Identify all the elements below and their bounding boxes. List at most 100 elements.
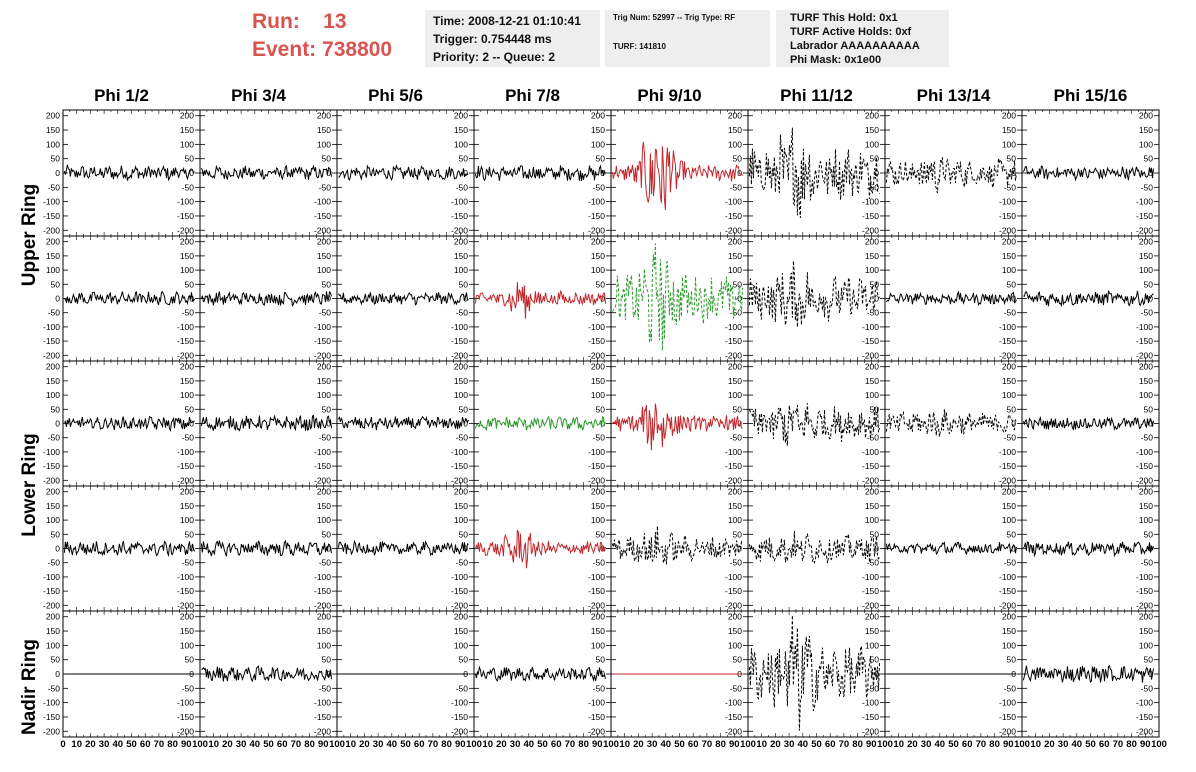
y-tick-label: 150 <box>317 125 331 135</box>
y-tick-label: -100 <box>862 322 879 332</box>
y-tick-label: -50 <box>456 683 469 693</box>
panel-r2-c1: -200-200-150-150-100-100-50-500050501001… <box>43 235 201 362</box>
y-tick-label: 50 <box>870 279 880 289</box>
waveform-trace <box>474 415 606 432</box>
y-tick-label: 200 <box>728 612 742 622</box>
y-tick-label: -150 <box>725 461 742 471</box>
y-tick-label: 50 <box>322 529 332 539</box>
x-tick-label: 90 <box>866 739 877 750</box>
y-tick-label: -150 <box>451 461 468 471</box>
y-tick-label: 50 <box>1007 529 1017 539</box>
y-tick-label: 150 <box>1139 626 1153 636</box>
event-value: 738800 <box>322 38 393 61</box>
y-tick-label: -200 <box>451 475 468 485</box>
y-tick-label: -200 <box>999 600 1016 610</box>
y-tick-label: 150 <box>728 251 742 261</box>
y-tick-label: 50 <box>596 529 606 539</box>
y-tick-label: -100 <box>1136 197 1153 207</box>
y-tick-label: 100 <box>591 139 605 149</box>
y-tick-label: 200 <box>1139 362 1153 372</box>
x-tick-label: 100 <box>603 739 619 750</box>
waveform-trace <box>885 541 1017 556</box>
x-tick-label: 10 <box>619 739 630 750</box>
panel-r2-c6: -200 -150 -100 -50 0 50 100 150 200 <box>747 235 886 362</box>
y-tick-label: -150 <box>999 712 1016 722</box>
x-tick-label: 40 <box>524 739 535 750</box>
waveform-trace <box>64 415 195 432</box>
y-tick-label: -150 <box>1136 712 1153 722</box>
trig-num-box: Trig Num: 52997 -- Trig Type: RF TURF: 1… <box>605 10 770 67</box>
y-tick-label: -100 <box>999 447 1016 457</box>
x-tick-label: 40 <box>113 739 124 750</box>
y-tick-label: -200 <box>999 726 1016 736</box>
y-tick-label: -100 <box>451 322 468 332</box>
x-tick-label: 80 <box>989 739 1000 750</box>
y-tick-label: 0 <box>463 294 468 304</box>
y-tick-label: 200 <box>317 612 331 622</box>
y-tick-label: -200 <box>999 350 1016 360</box>
y-tick-label: -200 <box>588 475 605 485</box>
x-tick-label: 80 <box>1126 739 1137 750</box>
y-tick-label-left: -200 <box>43 225 60 235</box>
y-tick-label: 150 <box>1002 251 1016 261</box>
y-tick-label: 150 <box>454 626 468 636</box>
x-tick-label: 40 <box>798 739 809 750</box>
y-tick-label: -50 <box>593 683 606 693</box>
y-tick-label: -50 <box>182 308 195 318</box>
y-tick-label: 200 <box>317 487 331 497</box>
y-tick-label: 150 <box>317 626 331 636</box>
y-tick-label: 200 <box>1002 111 1016 121</box>
x-tick-label: 40 <box>935 739 946 750</box>
y-tick-label: -200 <box>314 225 331 235</box>
y-tick-label: 100 <box>317 265 331 275</box>
x-tick-label: 70 <box>702 739 713 750</box>
y-tick-label-left: -150 <box>43 586 60 596</box>
y-tick-label: 100 <box>454 139 468 149</box>
x-tick-label: 20 <box>907 739 918 750</box>
y-tick-label: -100 <box>314 322 331 332</box>
x-tick-label: 100 <box>740 739 756 750</box>
y-tick-label: 100 <box>454 265 468 275</box>
y-tick-label-left: 50 <box>51 279 61 289</box>
y-tick-label: -200 <box>1136 600 1153 610</box>
y-tick-label: 200 <box>317 111 331 121</box>
y-tick-label: -50 <box>867 558 880 568</box>
y-tick-label: 100 <box>317 139 331 149</box>
y-tick-label: -150 <box>177 461 194 471</box>
y-tick-label: 200 <box>591 237 605 247</box>
y-tick-label: 200 <box>1002 362 1016 372</box>
x-tick-label: 0 <box>60 739 65 750</box>
y-tick-label: 150 <box>454 125 468 135</box>
turf-active-text: TURF Active Holds: 0xf <box>790 26 912 38</box>
y-tick-label: 100 <box>317 640 331 650</box>
y-tick-label: -150 <box>451 586 468 596</box>
y-tick-label: 50 <box>870 529 880 539</box>
y-tick-label: 0 <box>326 419 331 429</box>
y-tick-label: 150 <box>180 251 194 261</box>
y-tick-label: 50 <box>459 655 469 665</box>
y-tick-label: 50 <box>1144 279 1154 289</box>
y-tick-label: 150 <box>1002 626 1016 636</box>
y-tick-label-left: 100 <box>46 265 60 275</box>
y-tick-label: -50 <box>182 433 195 443</box>
waveform-trace <box>64 290 195 306</box>
y-tick-label: -50 <box>730 433 743 443</box>
col-header-7: Phi 13/14 <box>916 86 991 105</box>
y-tick-label: 100 <box>591 640 605 650</box>
y-tick-label: -200 <box>725 475 742 485</box>
y-tick-label: 0 <box>326 669 331 679</box>
y-tick-label-left: 50 <box>51 529 61 539</box>
x-tick-label: 10 <box>893 739 904 750</box>
y-tick-label: 200 <box>591 487 605 497</box>
x-tick-label: 60 <box>140 739 151 750</box>
y-tick-label: 50 <box>733 404 743 414</box>
y-tick-label: -100 <box>314 698 331 708</box>
x-tick-label: 50 <box>126 739 137 750</box>
y-tick-label-left: 0 <box>55 669 60 679</box>
y-tick-label-left: 150 <box>46 501 60 511</box>
y-tick-label: -100 <box>725 698 742 708</box>
y-tick-label-left: -100 <box>43 447 60 457</box>
waveform-trace <box>200 539 332 557</box>
panel-r3-c1: -200 -200 -150 -150 -100 -100 -50 -50 0 0 50 50 100 1… <box>43 360 201 487</box>
